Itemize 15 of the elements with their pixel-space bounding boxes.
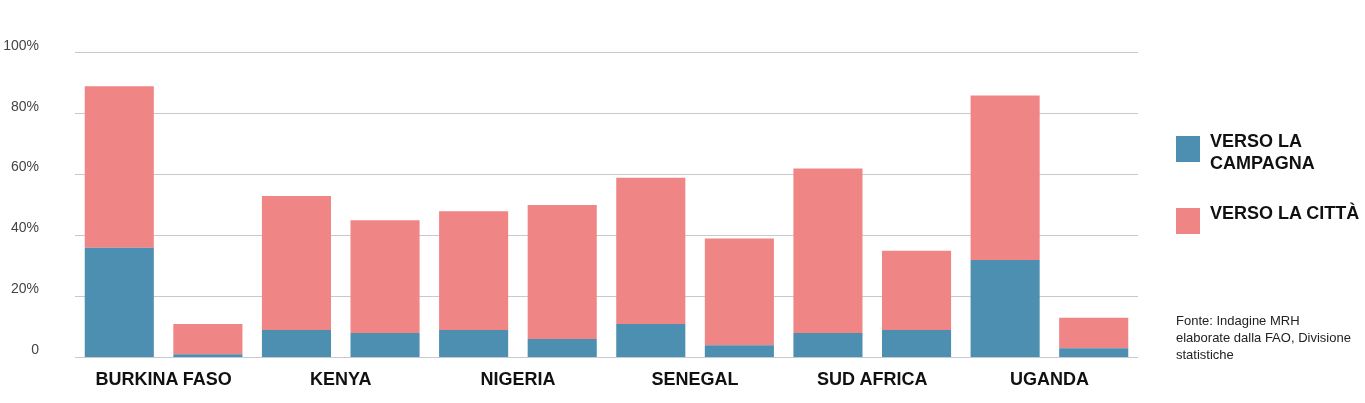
x-tick-label: NIGERIA bbox=[480, 369, 556, 390]
y-tick-label: 20% bbox=[10, 280, 39, 297]
x-tick-label: BURKINA FASO bbox=[95, 369, 232, 390]
x-tick-label: KENYA bbox=[310, 369, 372, 390]
y-tick-label: 80% bbox=[10, 97, 39, 114]
x-tick-label: UGANDA bbox=[1009, 369, 1089, 390]
x-tick-label: SUD AFRICA bbox=[817, 369, 928, 390]
legend-label: VERSO LA CAMPAGNA bbox=[1210, 130, 1316, 174]
y-tick-label: 100% bbox=[3, 36, 39, 53]
y-tick-label: 60% bbox=[10, 158, 39, 175]
y-tick-label: 0 bbox=[31, 341, 40, 358]
y-tick-label: 40% bbox=[10, 219, 39, 236]
legend-label: VERSO LA CITTÀ bbox=[1210, 202, 1360, 224]
x-tick-label: SENEGAL bbox=[651, 369, 739, 390]
source-note: Fonte: Indagine MRH elaborate dalla FAO, Divisione statistiche bbox=[1176, 312, 1352, 363]
